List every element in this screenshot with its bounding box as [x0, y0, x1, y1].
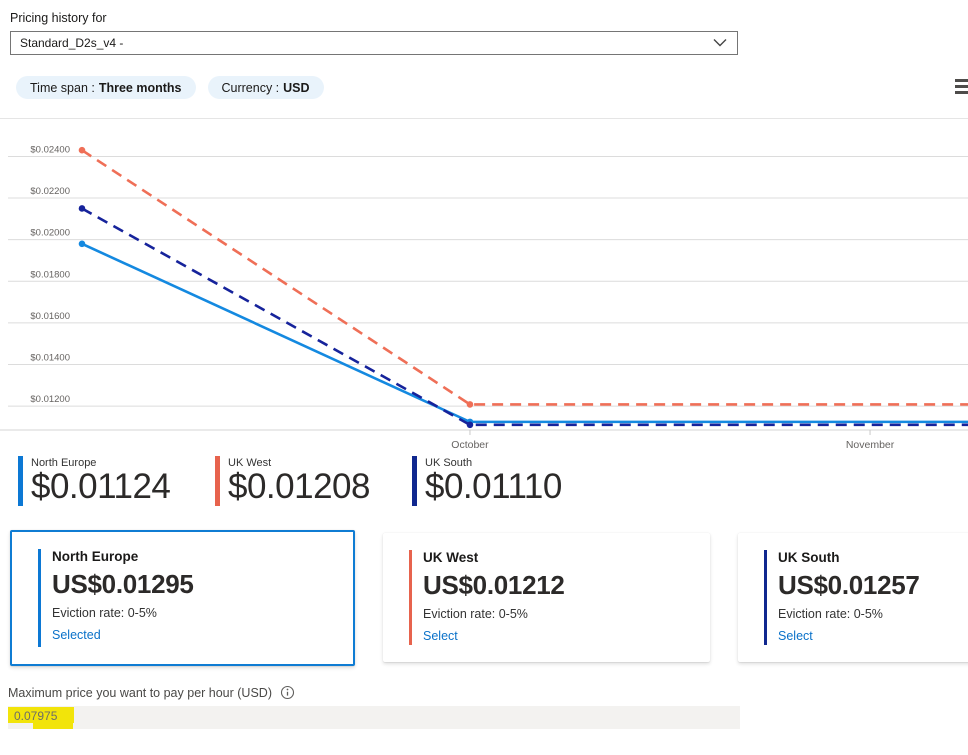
- time-span-label: Time span :: [30, 80, 95, 95]
- select-link[interactable]: Select: [778, 629, 813, 643]
- svg-text:$0.02400: $0.02400: [30, 144, 70, 155]
- svg-text:October: October: [451, 439, 489, 451]
- time-span-pill[interactable]: Time span : Three months: [16, 76, 196, 99]
- legend-region-name: UK South: [425, 457, 473, 469]
- legend-region-name: North Europe: [31, 457, 97, 469]
- currency-value: USD: [283, 80, 310, 95]
- info-icon[interactable]: [280, 685, 295, 700]
- max-price-value: 0.07975: [14, 709, 58, 723]
- legend-color-bar: [18, 456, 23, 506]
- max-price-label: Maximum price you want to pay per hour (…: [8, 685, 272, 700]
- legend-region-price: $0.01110: [425, 467, 562, 506]
- legend-color-bar: [412, 456, 417, 506]
- legend-region-price: $0.01208: [228, 467, 370, 506]
- legend-item-uk-west: UK West $0.01208: [215, 456, 412, 506]
- svg-text:$0.01800: $0.01800: [30, 269, 70, 280]
- svg-text:$0.01400: $0.01400: [30, 352, 70, 363]
- currency-pill[interactable]: Currency : USD: [207, 76, 324, 99]
- card-eviction-rate: Eviction rate: 0-5%: [52, 606, 157, 620]
- region-card-north-europe[interactable]: North Europe US$0.01295 Eviction rate: 0…: [10, 530, 355, 666]
- max-price-input[interactable]: 0.07975: [8, 706, 740, 729]
- svg-text:November: November: [846, 439, 895, 451]
- card-price: US$0.01295: [52, 569, 194, 599]
- vm-size-dropdown[interactable]: Standard_D2s_v4 -: [10, 31, 738, 55]
- separator: [0, 118, 968, 119]
- legend-region-name: UK West: [228, 457, 272, 469]
- chevron-down-icon: [713, 34, 727, 52]
- chart-legend: North Europe $0.01124 UK West $0.01208 U…: [18, 456, 609, 506]
- svg-text:$0.02000: $0.02000: [30, 228, 70, 239]
- svg-text:$0.01600: $0.01600: [30, 311, 70, 322]
- legend-color-bar: [215, 456, 220, 506]
- region-card-uk-south[interactable]: UK South US$0.01257 Eviction rate: 0-5% …: [738, 533, 968, 662]
- card-price: US$0.01212: [423, 570, 565, 600]
- legend-item-north-europe: North Europe $0.01124: [18, 456, 215, 506]
- pricing-chart-svg: $0.02400 $0.02200 $0.02000 $0.01800 $0.01600…: [0, 144, 968, 451]
- search-highlight-tail: [33, 723, 73, 729]
- pricing-history-chart: $0.02400 $0.02200 $0.02000 $0.01800 $0.01600…: [0, 119, 968, 455]
- card-accent-bar: [38, 549, 41, 647]
- card-eviction-rate: Eviction rate: 0-5%: [778, 607, 883, 621]
- svg-text:$0.01200: $0.01200: [30, 394, 70, 405]
- filter-pills: Time span : Three months Currency : USD: [16, 76, 324, 99]
- currency-label: Currency :: [221, 80, 280, 95]
- vm-size-dropdown-value: Standard_D2s_v4 -: [20, 36, 124, 50]
- page-title: Pricing history for: [10, 11, 107, 25]
- svg-text:$0.02200: $0.02200: [30, 186, 70, 197]
- legend-region-price: $0.01124: [31, 467, 171, 506]
- card-region-name: UK West: [423, 550, 479, 565]
- card-region-name: UK South: [778, 550, 840, 565]
- card-price: US$0.01257: [778, 570, 920, 600]
- card-region-name: North Europe: [52, 549, 139, 564]
- chart-menu-icon[interactable]: [955, 79, 968, 97]
- region-card-uk-west[interactable]: UK West US$0.01212 Eviction rate: 0-5% S…: [383, 533, 710, 662]
- card-eviction-rate: Eviction rate: 0-5%: [423, 607, 528, 621]
- card-accent-bar: [409, 550, 412, 645]
- selected-link[interactable]: Selected: [52, 628, 101, 642]
- search-highlight: [8, 707, 74, 723]
- legend-item-uk-south: UK South $0.01110: [412, 456, 609, 506]
- select-link[interactable]: Select: [423, 629, 458, 643]
- card-accent-bar: [764, 550, 767, 645]
- time-span-value: Three months: [98, 80, 182, 95]
